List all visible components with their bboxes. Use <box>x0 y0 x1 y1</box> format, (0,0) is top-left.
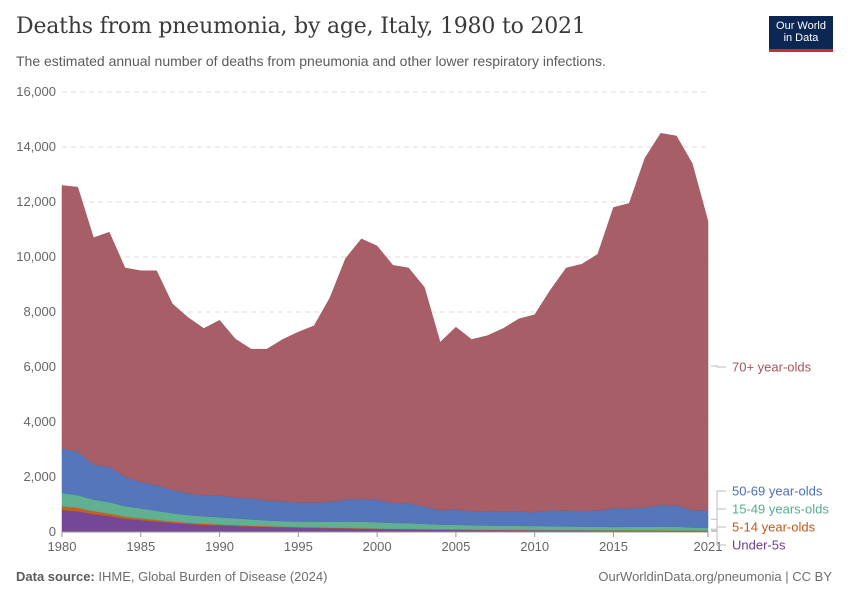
data-source-text: IHME, Global Burden of Disease (2024) <box>98 569 328 584</box>
owid-logo[interactable]: Our World in Data <box>769 16 833 52</box>
source-link[interactable]: OurWorldinData.org/pneumonia | CC BY <box>598 569 832 584</box>
series-label-5-14-year-olds: 5-14 year-olds <box>732 520 816 535</box>
y-tick-label: 10,000 <box>16 249 56 264</box>
x-tick-label: 2015 <box>599 539 628 554</box>
y-tick-label: 16,000 <box>16 84 56 99</box>
y-tick-label: 8,000 <box>23 304 56 319</box>
series-labels: 70+ year-olds 50-69 year-olds 15-49 years-… <box>711 360 829 553</box>
leader-line-15-49-years-olds <box>711 508 726 530</box>
x-tick-label: 1990 <box>205 539 234 554</box>
y-tick-label: 0 <box>49 524 56 539</box>
series-label-70-year-olds: 70+ year-olds <box>732 360 812 375</box>
x-tick-label: 2021 <box>694 539 723 554</box>
leader-line-5-14-year-olds <box>711 526 726 532</box>
series-label-under-5s: Under-5s <box>732 538 786 553</box>
x-tick-label: 2000 <box>363 539 392 554</box>
x-tick-label: 1985 <box>126 539 155 554</box>
area-70-year-olds <box>61 132 709 513</box>
chart-subtitle: The estimated annual number of deaths fr… <box>16 53 606 69</box>
axes: 0 2,000 4,000 6,000 8,000 10,000 12,000 14,000 1… <box>16 84 722 554</box>
y-tick-label: 14,000 <box>16 139 56 154</box>
series-label-50-69-year-olds: 50-69 year-olds <box>732 484 823 499</box>
x-tick-label: 1995 <box>284 539 313 554</box>
y-tick-label: 12,000 <box>16 194 56 209</box>
area-series <box>61 132 709 533</box>
y-tick-label: 6,000 <box>23 359 56 374</box>
x-tick-label: 2005 <box>441 539 470 554</box>
leader-line-under-5s <box>711 530 726 546</box>
x-tick-label: 1980 <box>48 539 77 554</box>
logo-line-1: Our World <box>776 20 826 32</box>
series-label-15-49-years-olds: 15-49 years-olds <box>732 502 829 517</box>
y-tick-label: 2,000 <box>23 469 56 484</box>
y-tick-label: 4,000 <box>23 414 56 429</box>
leader-line-70-year-olds <box>711 365 726 368</box>
leader-line-50-69-year-olds <box>711 490 726 520</box>
data-source-label: Data source: <box>16 569 95 584</box>
chart-title: Deaths from pneumonia, by age, Italy, 19… <box>16 14 586 39</box>
logo-line-2: in Data <box>783 32 819 44</box>
data-source: Data source: IHME, Global Burden of Dise… <box>16 569 327 584</box>
x-tick-label: 2010 <box>520 539 549 554</box>
